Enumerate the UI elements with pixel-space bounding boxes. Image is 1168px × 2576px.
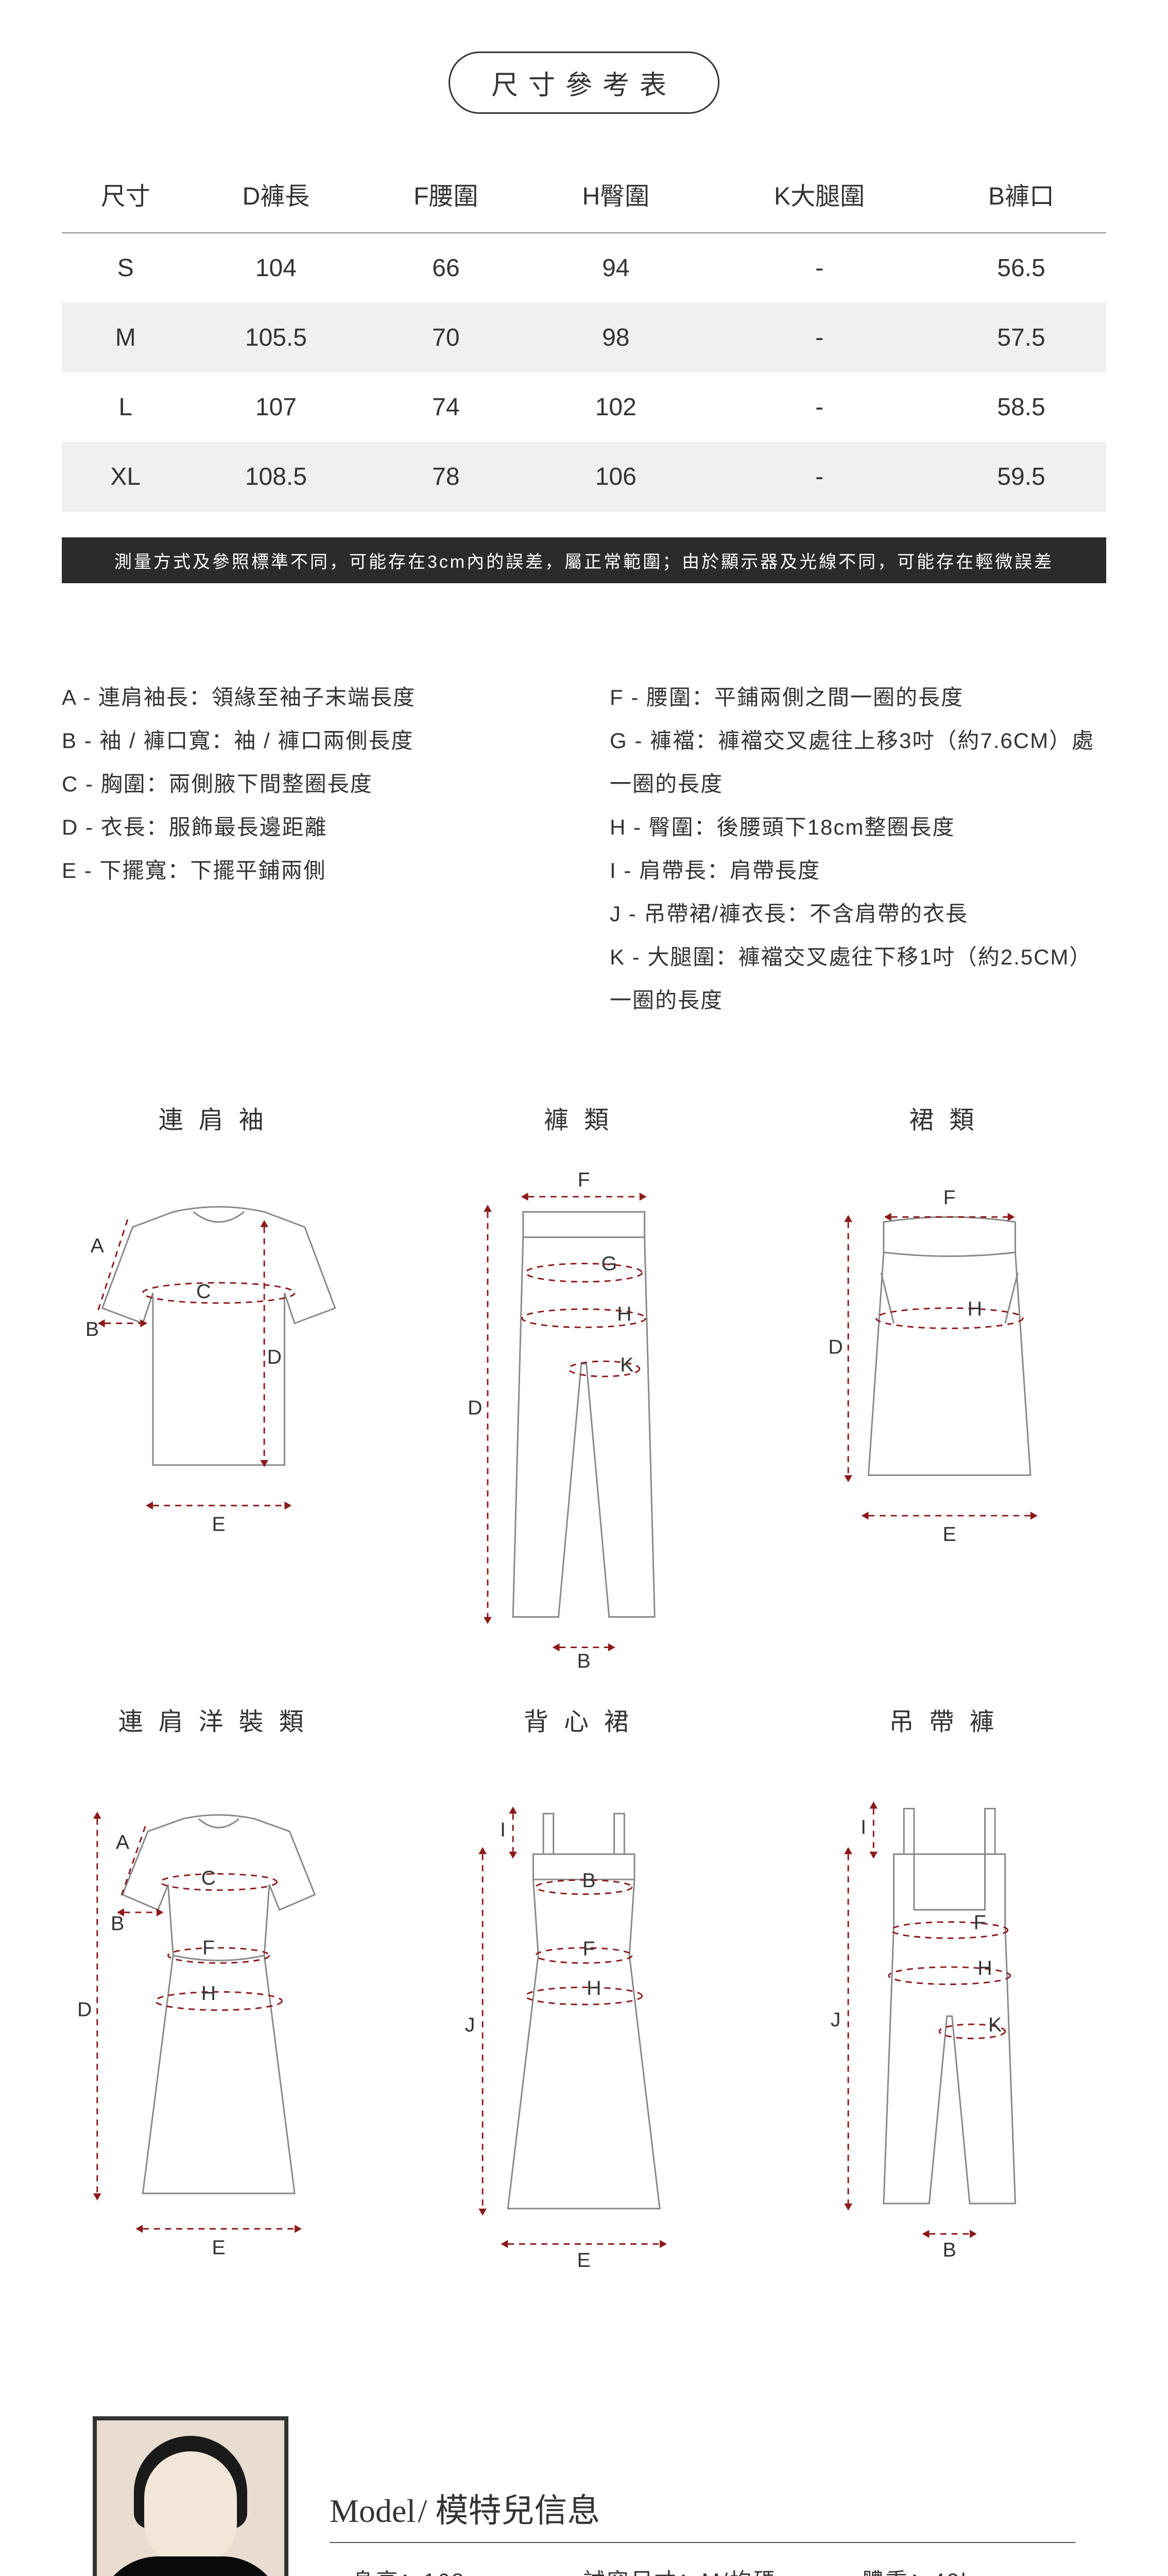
disclaimer-bar: 測量方式及參照標準不同，可能存在3cm內的誤差，屬正常範圍；由於顯示器及光線不同… bbox=[62, 537, 1106, 583]
table-row: M105.57098-57.5 bbox=[62, 303, 1106, 372]
svg-text:E: E bbox=[577, 2249, 591, 2269]
table-header: F腰圍 bbox=[363, 155, 529, 233]
diagram-title: 裙類 bbox=[793, 1099, 1106, 1136]
svg-text:B: B bbox=[111, 1912, 124, 1935]
svg-text:K: K bbox=[620, 1353, 633, 1376]
svg-text:H: H bbox=[587, 1977, 601, 1999]
legend-item: G - 褲襠：褲襠交叉處往上移3吋（約7.6CM）處一圈的長度 bbox=[610, 719, 1106, 806]
svg-text:F: F bbox=[973, 1911, 986, 1934]
diagram-title: 連肩洋裝類 bbox=[62, 1701, 375, 1737]
svg-text:I: I bbox=[861, 1816, 866, 1838]
legend-item: A - 連肩袖長：領緣至袖子末端長度 bbox=[62, 676, 558, 719]
diagram-title: 背心裙 bbox=[427, 1701, 741, 1737]
title-wrap: 尺寸參考表 bbox=[62, 52, 1106, 114]
page-title: 尺寸參考表 bbox=[449, 52, 719, 114]
table-header: K大腿圍 bbox=[702, 155, 936, 233]
svg-text:B: B bbox=[942, 2239, 956, 2261]
model-stats: 身高：168cm 試穿尺寸：M/均碼 體重：43kg bbox=[330, 2564, 1075, 2576]
svg-text:H: H bbox=[967, 1298, 982, 1320]
svg-text:D: D bbox=[77, 1998, 92, 2021]
diagram: 吊帶褲 I F H K J B bbox=[793, 1701, 1106, 2272]
diagram-grid: 連肩袖 A B C D E 褲類 F G H K D B 裙類 F H D E … bbox=[62, 1099, 1106, 2272]
model-heading: Model bbox=[330, 2493, 416, 2529]
diagram-svg: A B C D E bbox=[62, 1161, 375, 1569]
size-table: 尺寸D褲長F腰圍H臀圍K大腿圍B褲口 S1046694-56.5M105.570… bbox=[62, 155, 1106, 512]
diagram-title: 連肩袖 bbox=[62, 1099, 375, 1136]
legend-item: D - 衣長：服飾最長邊距離 bbox=[62, 806, 558, 849]
legend-item: I - 肩帶長：肩帶長度 bbox=[610, 849, 1106, 892]
svg-text:E: E bbox=[212, 1513, 226, 1535]
svg-text:H: H bbox=[977, 1957, 992, 1979]
model-stat: 身高：168cm bbox=[330, 2564, 499, 2576]
table-header: B褲口 bbox=[936, 155, 1106, 233]
svg-text:C: C bbox=[201, 1867, 216, 1889]
svg-text:B: B bbox=[577, 1650, 591, 1668]
svg-text:B: B bbox=[582, 1869, 596, 1892]
diagram: 連肩袖 A B C D E bbox=[62, 1099, 375, 1670]
svg-text:B: B bbox=[85, 1318, 99, 1341]
svg-text:F: F bbox=[943, 1187, 955, 1209]
svg-text:D: D bbox=[468, 1396, 482, 1419]
diagram-svg: I B F H J E bbox=[427, 1763, 741, 2272]
svg-text:G: G bbox=[602, 1252, 617, 1275]
diagram: 褲類 F G H K D B bbox=[427, 1099, 741, 1670]
svg-text:H: H bbox=[201, 1982, 216, 2005]
diagram: 裙類 F H D E bbox=[793, 1099, 1106, 1670]
diagram-svg: I F H K J B bbox=[793, 1763, 1106, 2272]
svg-text:E: E bbox=[212, 2236, 226, 2259]
svg-text:F: F bbox=[202, 1936, 215, 1959]
legend-item: B - 袖 / 褲口寬：袖 / 褲口兩側長度 bbox=[62, 719, 558, 762]
model-photo: @蹦蹦 bbox=[93, 2416, 288, 2576]
table-header: H臀圍 bbox=[529, 155, 702, 233]
diagram-svg: F H D E bbox=[793, 1161, 1106, 1569]
legend-item: K - 大腿圍：褲襠交叉處往下移1吋（約2.5CM）一圈的長度 bbox=[610, 936, 1106, 1022]
svg-text:C: C bbox=[196, 1280, 211, 1302]
legend-item: E - 下擺寬：下擺平鋪兩側 bbox=[62, 849, 558, 892]
svg-text:F: F bbox=[583, 1937, 595, 1960]
legend-item: C - 胸圍：兩側腋下間整圈長度 bbox=[62, 762, 558, 806]
model-section: @蹦蹦 Model / 模特兒信息 身高：168cm試穿尺寸：M/均碼體重：43… bbox=[62, 2375, 1106, 2576]
table-header: D褲長 bbox=[189, 155, 363, 233]
svg-text:J: J bbox=[830, 2008, 840, 2031]
diagram-svg: A B C F H D E bbox=[62, 1763, 375, 2272]
svg-text:J: J bbox=[465, 2013, 475, 2036]
table-row: L10774102-58.5 bbox=[62, 372, 1106, 442]
table-row: XL108.578106-59.5 bbox=[62, 442, 1106, 512]
diagram: 連肩洋裝類 A B C F H D E bbox=[62, 1701, 375, 2272]
legend-item: H - 臀圍：後腰頭下18cm整圈長度 bbox=[610, 806, 1106, 849]
diagram-title: 吊帶褲 bbox=[793, 1701, 1106, 1737]
model-stat: 試穿尺寸：M/均碼 bbox=[560, 2564, 777, 2576]
model-stat: 體重：43kg bbox=[839, 2564, 988, 2576]
svg-text:E: E bbox=[942, 1523, 956, 1546]
diagram-svg: F G H K D B bbox=[427, 1161, 741, 1670]
table-header: 尺寸 bbox=[62, 155, 189, 233]
svg-text:A: A bbox=[116, 1831, 130, 1854]
legend-item: F - 腰圍：平鋪兩側之間一圈的長度 bbox=[610, 676, 1106, 719]
diagram: 背心裙 I B F H J E bbox=[427, 1701, 741, 2272]
measurement-legend: A - 連肩袖長：領緣至袖子末端長度B - 袖 / 褲口寬：袖 / 褲口兩側長度… bbox=[62, 676, 1106, 1022]
svg-text:D: D bbox=[267, 1346, 282, 1368]
svg-text:I: I bbox=[500, 1818, 506, 1841]
svg-text:D: D bbox=[828, 1335, 843, 1358]
svg-text:H: H bbox=[617, 1303, 631, 1326]
svg-text:F: F bbox=[578, 1168, 590, 1191]
diagram-title: 褲類 bbox=[427, 1099, 741, 1136]
table-row: S1046694-56.5 bbox=[62, 233, 1106, 303]
svg-text:K: K bbox=[988, 2013, 1002, 2036]
svg-text:A: A bbox=[91, 1234, 105, 1257]
legend-item: J - 吊帶裙/褲衣長：不含肩帶的衣長 bbox=[610, 892, 1106, 936]
model-subheading: 模特兒信息 bbox=[435, 2493, 600, 2529]
